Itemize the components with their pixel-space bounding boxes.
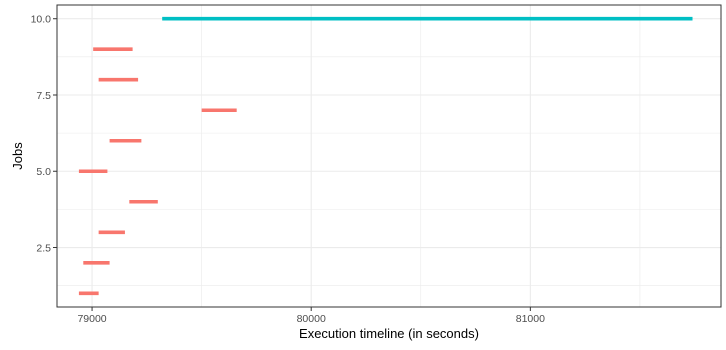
y-tick-label: 10.0 — [31, 14, 52, 26]
x-axis-title: Execution timeline (in seconds) — [299, 326, 479, 341]
x-tick-label: 79000 — [77, 313, 106, 325]
y-tick-label: 5.0 — [36, 166, 51, 178]
y-tick-label: 7.5 — [36, 90, 51, 102]
x-tick-label: 80000 — [297, 313, 326, 325]
y-axis-title: Jobs — [10, 142, 25, 170]
x-axis-ticks: 79000 80000 81000 — [77, 307, 545, 325]
panel-background — [57, 5, 721, 307]
job-bars — [78, 16, 693, 296]
y-tick-label: 2.5 — [36, 242, 51, 254]
panel-border — [56, 4, 722, 308]
y-axis-ticks: 2.5 5.0 7.5 10.0 — [31, 14, 57, 254]
x-tick-label: 81000 — [516, 313, 545, 325]
